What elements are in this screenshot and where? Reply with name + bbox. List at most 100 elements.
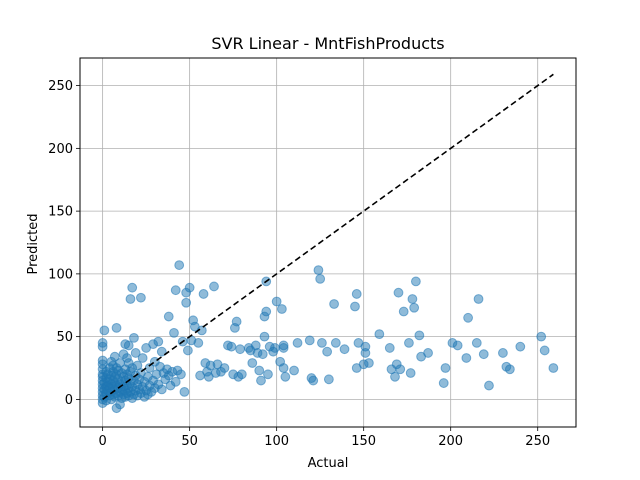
- data-point: [409, 302, 420, 313]
- data-point: [414, 330, 425, 341]
- data-point: [276, 304, 287, 314]
- x-axis-ticks: 0 50 100 150 200 250: [98, 427, 550, 449]
- data-point: [183, 345, 193, 356]
- data-point: [278, 340, 289, 351]
- data-point: [184, 282, 195, 293]
- data-point: [330, 338, 341, 348]
- data-point: [410, 276, 421, 287]
- scatter-points: [97, 260, 559, 414]
- data-point: [374, 329, 385, 340]
- data-point: [109, 351, 120, 362]
- data-point: [209, 281, 219, 292]
- data-point: [384, 343, 395, 353]
- data-point: [153, 336, 164, 347]
- x-tick-label: 250: [525, 434, 550, 449]
- data-point: [156, 384, 167, 395]
- x-tick-label: 150: [351, 434, 376, 449]
- data-point: [170, 285, 181, 296]
- data-point: [129, 332, 139, 343]
- data-point: [235, 344, 246, 355]
- data-point: [390, 371, 400, 382]
- data-point: [111, 322, 122, 333]
- data-point: [393, 287, 404, 298]
- data-point: [304, 335, 315, 346]
- data-point: [97, 355, 108, 366]
- data-point: [174, 260, 185, 270]
- data-point: [231, 316, 242, 327]
- y-axis-ticks: 0 50 100 150 200 250: [48, 79, 80, 408]
- data-point: [350, 301, 360, 312]
- data-point: [193, 338, 204, 348]
- data-point: [323, 374, 334, 385]
- x-tick-label: 0: [98, 434, 106, 449]
- data-point: [292, 338, 303, 348]
- data-point: [226, 341, 237, 352]
- data-point: [440, 363, 451, 373]
- data-point: [278, 363, 289, 373]
- x-axis-label: Actual: [308, 456, 349, 471]
- data-point: [405, 368, 416, 378]
- data-point: [163, 311, 174, 322]
- data-point: [256, 375, 266, 386]
- data-point: [125, 294, 136, 304]
- data-point: [259, 331, 270, 342]
- data-point: [339, 344, 350, 355]
- data-point: [170, 376, 181, 387]
- data-point: [461, 353, 472, 363]
- data-point: [329, 299, 339, 309]
- y-axis-label: Predicted: [26, 213, 41, 274]
- data-point: [452, 340, 463, 351]
- data-point: [289, 365, 299, 376]
- plot-frame: [79, 57, 577, 428]
- data-point: [99, 325, 110, 336]
- data-point: [198, 289, 209, 299]
- data-point: [236, 369, 247, 380]
- data-point: [280, 371, 291, 382]
- data-point: [395, 364, 406, 375]
- x-tick-label: 50: [181, 434, 198, 449]
- data-point: [322, 346, 333, 357]
- data-point: [181, 297, 192, 308]
- data-point: [539, 345, 550, 356]
- data-point: [123, 340, 134, 351]
- grid-lines: [80, 58, 576, 427]
- data-point: [351, 289, 362, 299]
- data-point: [271, 296, 282, 307]
- data-point: [536, 331, 547, 342]
- data-point: [515, 341, 526, 352]
- y-tick-label: 50: [56, 330, 73, 345]
- data-point: [317, 338, 327, 348]
- data-point: [136, 292, 146, 303]
- data-point: [404, 338, 414, 348]
- data-point: [471, 338, 482, 348]
- data-point: [473, 294, 484, 304]
- reference-line-group: [102, 73, 554, 401]
- reference-line: [102, 73, 554, 401]
- chart-title: SVR Linear - MntFishProducts: [211, 34, 444, 53]
- data-point: [463, 312, 474, 323]
- data-point: [498, 348, 508, 358]
- data-point: [484, 380, 494, 391]
- y-tick-label: 100: [48, 267, 73, 282]
- data-point: [270, 343, 280, 353]
- data-point: [263, 369, 273, 380]
- data-point: [176, 369, 186, 380]
- data-point: [247, 358, 258, 368]
- data-point: [130, 348, 141, 358]
- data-point: [137, 353, 148, 363]
- data-point: [313, 265, 324, 276]
- data-point: [219, 363, 230, 373]
- y-tick-label: 250: [48, 79, 73, 94]
- data-point: [504, 364, 515, 375]
- data-point: [257, 349, 268, 360]
- data-point: [308, 375, 319, 386]
- data-point: [254, 365, 265, 376]
- y-tick-label: 200: [48, 142, 73, 157]
- data-point: [364, 358, 374, 368]
- data-point: [438, 378, 449, 388]
- x-tick-label: 100: [264, 434, 289, 449]
- data-point: [261, 306, 272, 317]
- data-point: [478, 349, 489, 360]
- data-point: [169, 327, 179, 338]
